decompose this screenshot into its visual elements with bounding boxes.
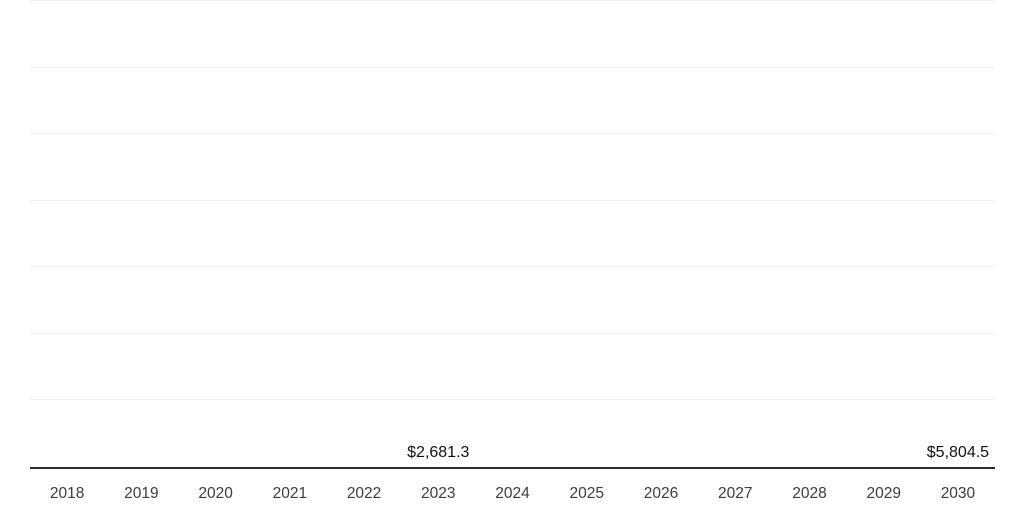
x-axis-label-2021: 2021	[272, 485, 308, 502]
x-axis-label-2027: 2027	[717, 485, 753, 502]
gridline	[30, 266, 995, 268]
bar-value-label-2023: $2,681.3	[407, 444, 470, 461]
bars-container: $2,681.3 $5,804.5	[30, 1, 995, 467]
x-axis-label-2019: 2019	[124, 485, 159, 502]
x-axis: 2018 2019 2020 2021 2022 2023 2024 2025 2026 2027…	[30, 485, 995, 503]
x-axis-label-2023: 2023	[421, 485, 456, 502]
x-axis-label-2029: 2029	[866, 485, 901, 502]
x-axis-label-2024: 2024	[495, 485, 530, 502]
x-axis-label-2030: 2030	[940, 485, 976, 502]
x-axis-label-2026: 2026	[643, 485, 679, 502]
gridline	[30, 133, 995, 135]
plot-area: $2,681.3 $5,804.5	[30, 0, 995, 469]
gridline	[30, 66, 995, 68]
gridline	[30, 0, 995, 1]
x-axis-label-2020: 2020	[198, 485, 233, 502]
x-axis-label-2018: 2018	[49, 485, 85, 502]
gridline	[30, 332, 995, 334]
gridline	[30, 199, 995, 201]
x-axis-label-2025: 2025	[569, 485, 604, 502]
x-axis-label-2028: 2028	[792, 485, 827, 502]
bar-value-label-2030: $5,804.5	[926, 444, 990, 461]
gridline	[30, 399, 995, 401]
x-axis-label-2022: 2022	[346, 485, 382, 502]
